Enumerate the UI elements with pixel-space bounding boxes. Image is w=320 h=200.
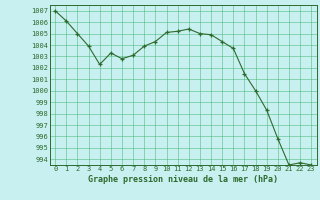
- X-axis label: Graphe pression niveau de la mer (hPa): Graphe pression niveau de la mer (hPa): [88, 175, 278, 184]
